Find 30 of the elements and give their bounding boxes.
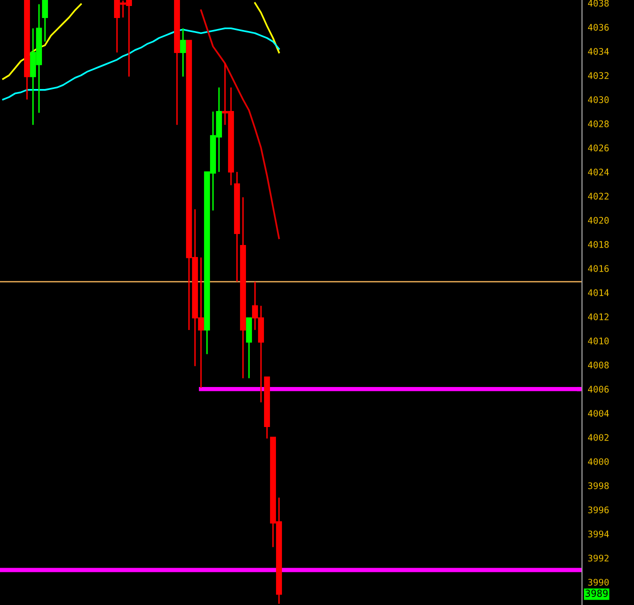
y-tick-label: 3990 <box>588 578 609 586</box>
y-tick-label: 4022 <box>588 192 609 200</box>
y-tick-label: 4016 <box>588 265 609 272</box>
candlestick <box>42 0 48 42</box>
y-tick-label: 4036 <box>588 24 609 31</box>
y-tick-label: 4000 <box>588 458 609 466</box>
line-series <box>200 9 280 240</box>
y-tick-label: 4012 <box>588 313 609 320</box>
annotation: 3989 <box>586 590 608 597</box>
line-series <box>2 28 280 100</box>
candlestick <box>180 28 186 78</box>
y-tick-label: 4026 <box>588 144 609 152</box>
y-tick-label: 4024 <box>588 168 609 176</box>
y-tick-label: 4032 <box>588 72 609 79</box>
y-tick-label: 3998 <box>588 482 609 490</box>
y-tick-label: 4034 <box>588 48 609 55</box>
y-tick-label: 4014 <box>588 289 609 296</box>
y-tick-label: 4018 <box>588 241 609 248</box>
y-tick-label: 4010 <box>588 338 609 344</box>
y-tick-label: 4004 <box>588 410 609 417</box>
y-tick-label: 4006 <box>588 386 609 393</box>
y-tick-label: 4020 <box>588 216 609 224</box>
y-tick-label: 4028 <box>588 120 609 128</box>
y-tick-label: 4008 <box>588 362 609 369</box>
y-tick-label: 3996 <box>588 506 609 514</box>
y-tick-label: 3994 <box>588 530 609 538</box>
y-tick-label: 3992 <box>588 554 609 562</box>
y-tick-label: 4038 <box>588 0 609 7</box>
y-tick-label: 4002 <box>588 434 609 441</box>
y-tick-label: 4030 <box>588 96 609 104</box>
